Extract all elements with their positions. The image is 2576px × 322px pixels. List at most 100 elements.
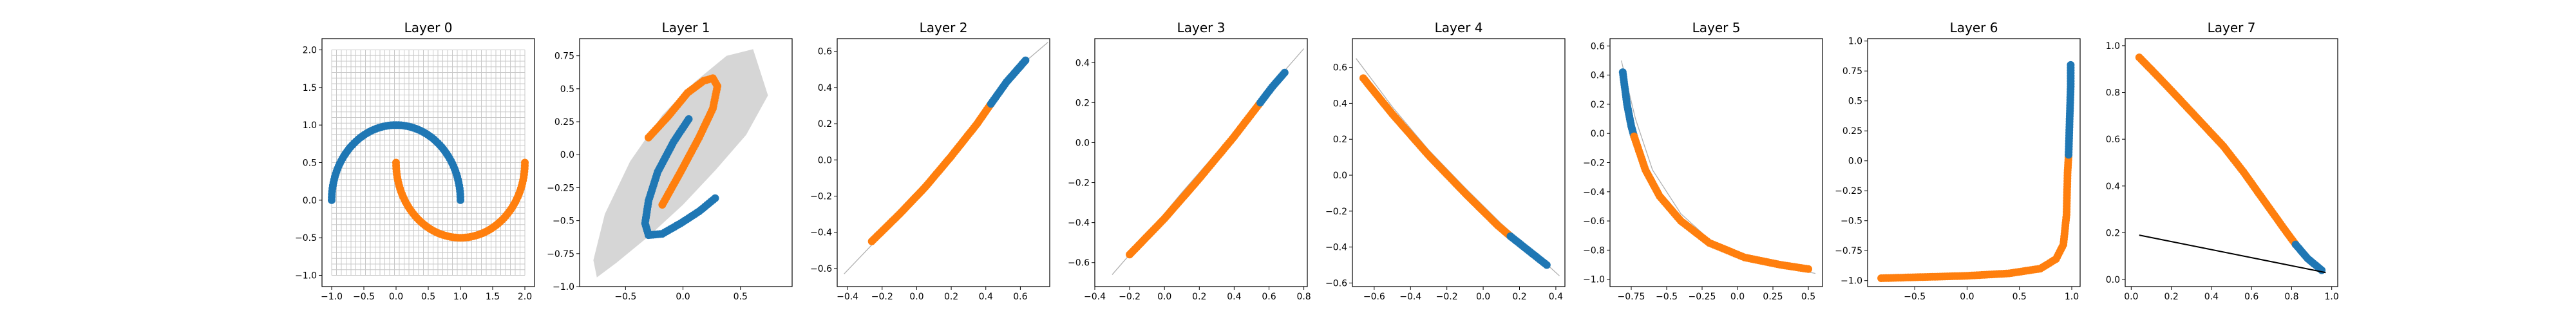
y-tick-label: 0.6 [1591,41,1605,52]
x-tick-label: 0.0 [1730,292,1745,302]
y-tick-label: −0.2 [1325,207,1347,217]
y-tick-label: 1.5 [303,83,317,93]
panel-layer-0: Layer 0 −1.0 −0.5 0.0 0.5 1.0 1.5 2.0 −1.0 −0.5 0.… [295,20,535,302]
panel-layer-3: Layer 3 −0.4 −0.2 0.0 0.2 0.4 0.6 0.8 −0.6 −0.4 −0… [1068,20,1311,302]
x-tick-label: −0.4 [1399,292,1421,302]
y-tick-label: 0.5 [1848,97,1862,107]
y-tick-label: −0.6 [1583,216,1605,227]
y-tick-label: 0.0 [1848,156,1862,167]
transformed-grid-region [593,49,768,278]
series-orange [867,100,995,245]
series-orange [2135,53,2300,249]
data-point [1280,68,1289,77]
x-tick-label: 0.2 [1512,292,1526,302]
grid-curve [1356,58,1560,276]
series-orange [1359,74,1515,240]
y-tick-label: 0.2 [1591,100,1605,110]
panel-title: Layer 1 [662,20,710,35]
panel-title: Layer 7 [2208,20,2256,35]
y-tick-label: −0.4 [1325,243,1347,253]
y-tick-label: 0.4 [818,83,832,93]
x-tick-label: 1.0 [2325,292,2339,302]
series-blue [987,56,1030,108]
y-tick-label: −0.6 [1068,258,1090,269]
y-tick-label: −1.0 [553,282,574,292]
y-tick-label: 0.2 [818,119,832,129]
x-tick-label: 0.5 [2012,292,2027,302]
panel-title: Layer 0 [404,20,453,35]
y-tick-label: −0.75 [547,249,574,260]
series-blue [1506,232,1551,269]
y-tick-label: 0.0 [1075,138,1090,148]
x-tick-label: 0.2 [1192,292,1206,302]
y-tick-label: 0.75 [554,52,574,62]
y-tick-label: −0.5 [1841,216,1862,227]
x-tick-label: 1.0 [453,292,468,302]
y-tick-label: 0.4 [1591,71,1605,81]
series-blue [1256,68,1289,107]
x-tick-label: 0.4 [1549,292,1563,302]
x-tick-label: 0.6 [1013,292,1027,302]
y-tick-label: −0.25 [1835,186,1862,196]
y-tick-label: 0.0 [818,155,832,166]
x-tick-label: 0.4 [979,292,993,302]
series-blue [641,115,719,240]
series-orange [392,158,529,242]
y-tick-label: −1.0 [1583,275,1605,285]
panel-layer-7: Layer 7 0.0 0.2 0.4 0.6 0.8 1.0 0.0 0.2 0.4 0.6 0.8… [2106,20,2339,302]
y-tick-label: −1.0 [295,271,317,281]
y-tick-label: 1.0 [2106,41,2120,52]
axes-frame [1094,38,1308,287]
x-tick-label: 0.2 [2164,292,2178,302]
x-tick-label: −0.5 [1656,292,1678,302]
y-tick-label: 0.2 [2106,228,2120,238]
y-tick-label: −0.4 [810,228,832,238]
series-orange [645,74,722,209]
panel-title: Layer 2 [920,20,968,35]
x-tick-label: 0.5 [421,292,435,302]
x-tick-label: −0.25 [1689,292,1716,302]
y-tick-label: 0.5 [303,158,317,169]
x-tick-label: 0.4 [1227,292,1241,302]
axes-frame [1867,38,2081,287]
x-tick-label: −0.5 [1904,292,1926,302]
x-tick-label: 0.8 [2284,292,2298,302]
x-tick-label: −0.5 [353,292,375,302]
y-tick-label: 0.6 [1333,63,1347,73]
y-tick-label: 0.25 [554,117,574,128]
x-tick-label: 0.5 [1801,292,1815,302]
y-tick-label: −0.4 [1068,218,1090,229]
data-point [1804,265,1812,273]
y-tick-label: 0.25 [1842,126,1862,137]
data-point [658,201,667,209]
x-tick-label: −0.4 [1084,292,1106,302]
panel-title: Layer 5 [1692,20,1741,35]
x-tick-label: 0.8 [1296,292,1311,302]
x-tick-label: 2.0 [518,292,532,302]
y-tick-label: −0.75 [1835,246,1862,256]
x-tick-label: 0.0 [676,292,690,302]
y-tick-label: 0.8 [2106,88,2120,99]
x-tick-label: 0.6 [2244,292,2259,302]
y-tick-label: −0.2 [1583,158,1605,169]
x-tick-label: 0.2 [944,292,958,302]
y-tick-label: 0.5 [560,84,574,95]
x-tick-label: −0.2 [1119,292,1141,302]
y-tick-label: 0.2 [1333,135,1347,145]
axes-frame [2125,38,2338,287]
y-tick-label: −0.5 [295,233,317,243]
y-tick-label: −0.5 [553,216,574,227]
x-tick-label: 0.25 [1763,292,1783,302]
series-blue [1618,68,1638,140]
y-tick-label: −0.25 [547,183,574,193]
series-blue [2291,240,2326,274]
x-tick-label: −0.6 [1363,292,1385,302]
series-orange [1630,132,1812,273]
y-tick-label: −0.2 [1068,178,1090,189]
y-tick-label: 0.0 [303,196,317,206]
data-point [328,196,336,204]
data-point [1542,261,1551,269]
x-tick-label: 0.0 [2124,292,2138,302]
x-tick-label: −1.0 [321,292,343,302]
y-tick-label: −1.0 [1841,276,1862,287]
